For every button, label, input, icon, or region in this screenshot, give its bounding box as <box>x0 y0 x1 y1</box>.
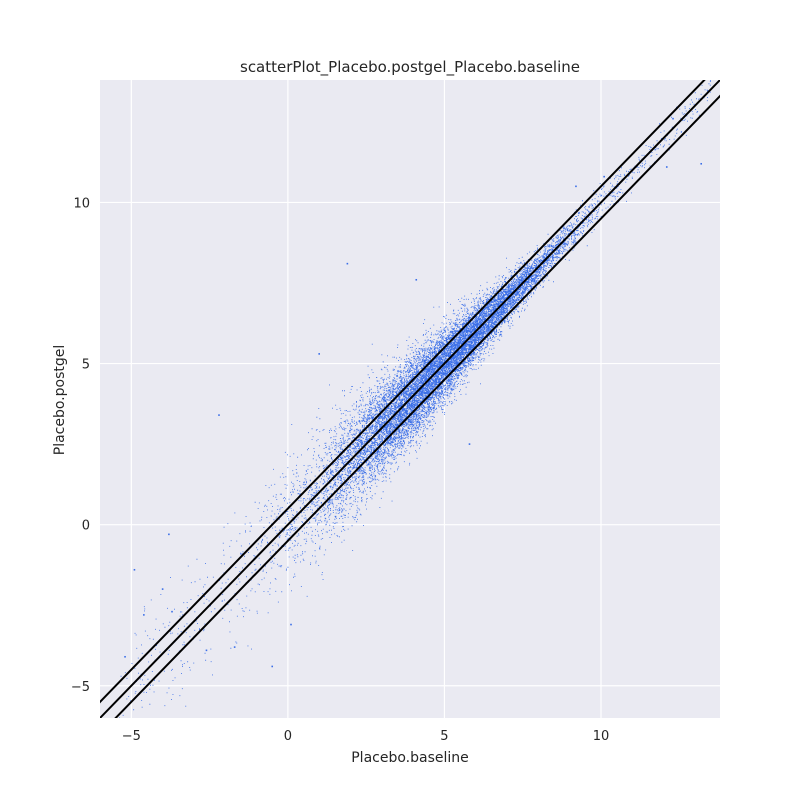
scatter-point <box>143 614 145 616</box>
y-tick-label: 0 <box>82 519 90 534</box>
sample-points <box>124 111 706 668</box>
x-tick-label: 5 <box>440 729 448 744</box>
scatter-point <box>500 333 502 336</box>
scatter-point <box>318 353 320 355</box>
scatter-point <box>665 166 668 168</box>
reference-lines <box>100 80 720 718</box>
x-axis-ticks: −5 0 5 10 <box>122 729 610 744</box>
y-axis-label: Placebo.postgel <box>52 345 68 456</box>
scatter-points <box>119 80 711 718</box>
x-axis-label: Placebo.baseline <box>351 750 469 766</box>
scatter-point <box>346 262 349 265</box>
scatter-point <box>133 568 136 571</box>
scatter-point <box>218 414 220 416</box>
x-tick-label: −5 <box>122 729 141 744</box>
scatter-point <box>205 649 208 652</box>
y-axis-ticks: −5 0 5 10 <box>71 196 90 694</box>
y-tick-label: 5 <box>82 358 90 373</box>
scatter-point <box>603 175 605 178</box>
point-cloud <box>119 80 711 718</box>
scatter-point <box>290 623 292 626</box>
reference-line <box>100 80 706 704</box>
scatter-point <box>124 655 126 658</box>
scatter-point <box>161 588 164 590</box>
scatter-point <box>168 533 170 536</box>
scatter-point <box>271 665 274 668</box>
reference-line <box>100 80 720 718</box>
scatter-point <box>575 185 577 188</box>
x-tick-label: 10 <box>593 729 610 744</box>
y-tick-label: 10 <box>73 196 90 211</box>
reference-line <box>114 94 720 718</box>
x-tick-label: 0 <box>284 729 292 744</box>
scatter-point <box>468 443 471 445</box>
chart-title: scatterPlot_Placebo.postgel_Placebo.base… <box>240 58 580 77</box>
scatter-point <box>171 610 173 613</box>
scatter-point <box>700 162 703 165</box>
y-tick-label: −5 <box>71 680 90 695</box>
scatter-point <box>415 278 418 281</box>
scatter-point <box>672 117 674 120</box>
scatter-point <box>233 646 236 648</box>
